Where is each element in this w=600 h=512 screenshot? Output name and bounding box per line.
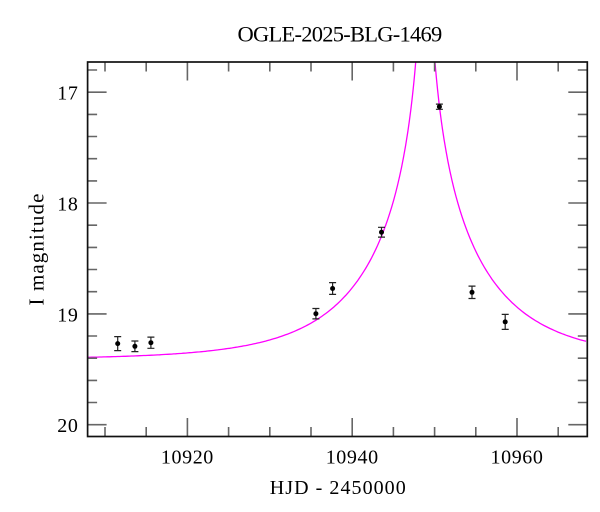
svg-text:OGLE-2025-BLG-1469: OGLE-2025-BLG-1469: [238, 22, 442, 47]
svg-text:17: 17: [57, 83, 78, 105]
svg-text:20: 20: [57, 415, 78, 437]
svg-text:18: 18: [57, 193, 78, 215]
svg-text:I magnitude: I magnitude: [25, 193, 49, 306]
svg-text:10940: 10940: [326, 446, 379, 468]
svg-text:10960: 10960: [491, 446, 544, 468]
svg-text:10920: 10920: [161, 446, 214, 468]
svg-text:19: 19: [57, 304, 78, 326]
svg-text:HJD - 2450000: HJD - 2450000: [270, 477, 407, 499]
